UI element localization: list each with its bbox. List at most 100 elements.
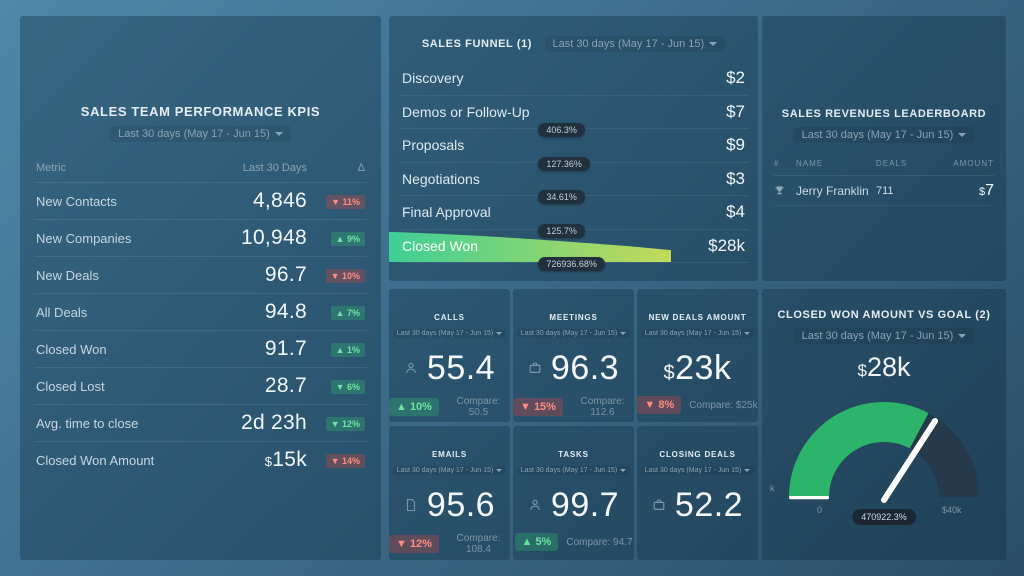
conversion-badge: 125.7% bbox=[538, 223, 585, 238]
kpi-metric-value: 2d 23h bbox=[240, 411, 307, 434]
funnel-stage[interactable]: Final Approval $4 125.7% bbox=[398, 196, 749, 238]
tile-meetings[interactable]: MEETINGS Last 30 days (May 17 - Jun 15) … bbox=[513, 289, 634, 422]
tile-title: EMAILS bbox=[431, 450, 468, 459]
conversion-badge: 726936.68% bbox=[538, 257, 605, 271]
kpi-metric-label: New Contacts bbox=[36, 193, 117, 209]
leaderboard-panel: SALES REVENUES LEADERBOARD Last 30 days … bbox=[762, 16, 1006, 281]
chevron-down-icon bbox=[744, 468, 751, 472]
delta-badge: ▼ 12% bbox=[325, 417, 365, 431]
kpi-metric-label: Closed Won Amount bbox=[36, 452, 155, 468]
table-row[interactable]: Closed Lost 28.7 ▼ 6% bbox=[34, 367, 367, 404]
chevron-down-icon bbox=[496, 331, 503, 335]
kpi-metric-value: 96.7 bbox=[264, 263, 307, 286]
tile-title: NEW DEALS AMOUNT bbox=[648, 313, 747, 322]
kpi-panel: SALES TEAM PERFORMANCE KPIS Last 30 days… bbox=[20, 16, 381, 560]
delta-badge: ▲ 10% bbox=[389, 398, 439, 416]
tile-closing-deals[interactable]: CLOSING DEALS Last 30 days (May 17 - Jun… bbox=[637, 426, 758, 560]
table-row[interactable]: New Deals 96.7 ▼ 10% bbox=[34, 256, 367, 293]
conversion-badge: 127.36% bbox=[538, 156, 590, 171]
delta-badge: ▲ 7% bbox=[330, 306, 365, 320]
kpi-col-period: Last 30 Days bbox=[242, 162, 307, 174]
chevron-down-icon bbox=[496, 468, 503, 472]
compare-value: Compare: $25k bbox=[689, 399, 758, 411]
tile-title: TASKS bbox=[558, 450, 589, 459]
delta-badge: ▲ 9% bbox=[330, 232, 365, 246]
kpi-date-range-dropdown[interactable]: Last 30 days (May 17 - Jun 15) bbox=[110, 126, 291, 142]
kpi-col-metric: Metric bbox=[36, 162, 66, 174]
tile-value: 96.3 bbox=[550, 348, 620, 387]
gauge-title: CLOSED WON AMOUNT VS GOAL (2) bbox=[777, 309, 991, 321]
kpi-metric-value: 91.7 bbox=[264, 337, 307, 360]
leaderboard-header: # NAME DEALS AMOUNT bbox=[774, 159, 994, 176]
metric-tiles-grid: CALLS Last 30 days (May 17 - Jun 15) 55.… bbox=[389, 289, 758, 560]
kpi-date-range-label: Last 30 days (May 17 - Jun 15) bbox=[118, 128, 270, 140]
tile-value: 52.2 bbox=[674, 485, 744, 524]
briefcase-icon bbox=[652, 498, 666, 512]
kpi-table-header: Metric Last 30 Days Δ bbox=[34, 162, 367, 182]
tile-emails[interactable]: EMAILS Last 30 days (May 17 - Jun 15) 95… bbox=[389, 426, 510, 560]
tile-title: MEETINGS bbox=[549, 313, 598, 322]
person-icon bbox=[528, 498, 542, 512]
funnel-stage[interactable]: Discovery $2 bbox=[398, 62, 749, 96]
funnel-bar-shape bbox=[389, 231, 671, 262]
tile-date-range-dropdown[interactable]: Last 30 days (May 17 - Jun 15) bbox=[392, 329, 507, 338]
funnel-stage[interactable]: Negotiations $3 34.61% bbox=[398, 163, 749, 204]
document-icon bbox=[404, 498, 418, 512]
tile-value: 99.7 bbox=[550, 485, 620, 524]
kpi-metric-label: New Companies bbox=[36, 230, 132, 246]
col-deals: DEALS bbox=[876, 159, 908, 168]
tile-value: 55.4 bbox=[426, 348, 496, 387]
table-row[interactable]: Closed Won Amount $15k ▼ 14% bbox=[34, 441, 367, 478]
funnel-stage-value: $4 bbox=[726, 202, 745, 222]
funnel-date-range-dropdown[interactable]: Last 30 days (May 17 - Jun 15) bbox=[544, 36, 726, 52]
chevron-down-icon bbox=[709, 42, 718, 47]
tile-new-deals-amount[interactable]: NEW DEALS AMOUNT Last 30 days (May 17 - … bbox=[637, 289, 758, 422]
funnel-stage-value: $3 bbox=[726, 168, 745, 188]
funnel-stage[interactable]: Proposals $9 127.36% bbox=[398, 129, 749, 171]
person-icon bbox=[404, 361, 418, 375]
gauge-value: $28k bbox=[857, 352, 911, 382]
table-row[interactable]: New Companies 10,948 ▲ 9% bbox=[34, 219, 367, 256]
kpi-metric-value: 10,948 bbox=[240, 226, 307, 249]
tile-calls[interactable]: CALLS Last 30 days (May 17 - Jun 15) 55.… bbox=[389, 289, 510, 422]
delta-badge: ▼ 8% bbox=[637, 396, 682, 414]
delta-badge: ▼ 11% bbox=[326, 195, 365, 209]
leaderboard-date-range-label: Last 30 days (May 17 - Jun 15) bbox=[801, 129, 954, 141]
leaderboard-date-range-dropdown[interactable]: Last 30 days (May 17 - Jun 15) bbox=[793, 127, 975, 143]
chevron-down-icon bbox=[958, 334, 967, 339]
gauge-date-range-dropdown[interactable]: Last 30 days (May 17 - Jun 15) bbox=[793, 328, 975, 344]
kpi-metric-label: Closed Won bbox=[36, 341, 107, 357]
funnel-stage-label: Demos or Follow-Up bbox=[402, 103, 530, 120]
chevron-down-icon bbox=[744, 331, 751, 335]
kpi-metric-value: 4,846 bbox=[252, 189, 307, 212]
funnel-stage-value: $2 bbox=[726, 68, 745, 88]
table-row[interactable]: Jerry Franklin 711 $7 bbox=[774, 176, 994, 206]
tile-date-range-dropdown[interactable]: Last 30 days (May 17 - Jun 15) bbox=[640, 329, 755, 338]
rep-deals: 711 bbox=[876, 184, 894, 197]
tile-date-range-dropdown[interactable]: Last 30 days (May 17 - Jun 15) bbox=[516, 466, 631, 475]
conversion-badge: 406.3% bbox=[538, 123, 585, 137]
kpi-metric-label: All Deals bbox=[36, 304, 88, 320]
kpi-metric-value: 28.7 bbox=[264, 374, 307, 397]
table-row[interactable]: All Deals 94.8 ▲ 7% bbox=[34, 293, 367, 330]
tile-date-range-dropdown[interactable]: Last 30 days (May 17 - Jun 15) bbox=[516, 329, 631, 338]
tile-date-range-dropdown[interactable]: Last 30 days (May 17 - Jun 15) bbox=[392, 466, 507, 475]
tile-date-range-dropdown[interactable]: Last 30 days (May 17 - Jun 15) bbox=[640, 466, 755, 475]
funnel-stage-value: $28k bbox=[708, 235, 745, 255]
table-row[interactable]: Closed Won 91.7 ▲ 1% bbox=[34, 330, 367, 367]
funnel-stage[interactable]: Demos or Follow-Up $7 406.3% bbox=[398, 96, 749, 137]
tile-value: $23k bbox=[663, 348, 732, 387]
table-row[interactable]: New Contacts 4,846 ▼ 11% bbox=[34, 182, 367, 219]
gauge-max-label: $40k bbox=[942, 505, 962, 515]
funnel-stage-closed-won[interactable]: Closed Won $28k 726936.68% bbox=[389, 230, 749, 271]
table-row[interactable]: Avg. time to close 2d 23h ▼ 12% bbox=[34, 404, 367, 441]
tile-tasks[interactable]: TASKS Last 30 days (May 17 - Jun 15) 99.… bbox=[513, 426, 634, 560]
compare-value: Compare: 50.5 bbox=[456, 396, 501, 418]
briefcase-icon bbox=[528, 361, 542, 375]
compare-value: Compare: 108.4 bbox=[456, 533, 501, 555]
delta-badge: ▼ 14% bbox=[325, 454, 365, 468]
gauge-axis-unit-label: k bbox=[770, 483, 775, 493]
conversion-badge: 34.61% bbox=[538, 190, 585, 204]
gauge-min-tick bbox=[789, 496, 829, 500]
kpi-metric-value: 94.8 bbox=[264, 300, 307, 323]
